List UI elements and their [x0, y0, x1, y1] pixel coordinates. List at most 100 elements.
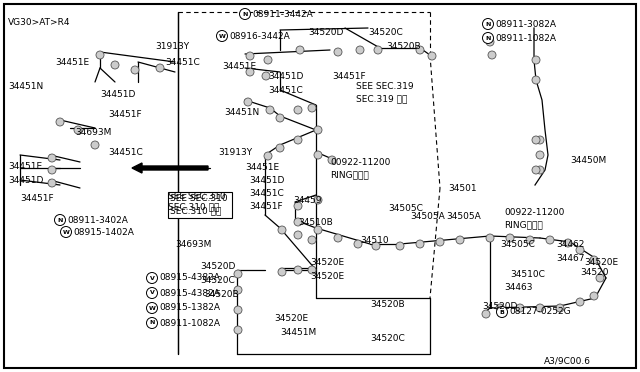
Text: 00922-11200: 00922-11200 — [330, 158, 390, 167]
Bar — [168, 192, 232, 218]
Circle shape — [590, 292, 598, 300]
Text: 34520E: 34520E — [274, 314, 308, 323]
Circle shape — [483, 32, 493, 44]
Text: 34451E: 34451E — [8, 162, 42, 171]
Circle shape — [308, 266, 316, 274]
Text: 34451D: 34451D — [268, 72, 303, 81]
Text: 34451M: 34451M — [280, 328, 316, 337]
Text: SEC.310 参照: SEC.310 参照 — [168, 202, 220, 211]
Text: 34520B: 34520B — [370, 300, 404, 309]
Circle shape — [147, 302, 157, 314]
Text: 34520E: 34520E — [310, 272, 344, 281]
Circle shape — [314, 226, 322, 234]
Text: 08127-0252G: 08127-0252G — [509, 308, 571, 317]
Circle shape — [416, 46, 424, 54]
Circle shape — [96, 51, 104, 59]
Text: 34510: 34510 — [360, 236, 388, 245]
Circle shape — [354, 240, 362, 248]
Text: 34451C: 34451C — [165, 58, 200, 67]
Text: 08916-3442A: 08916-3442A — [229, 32, 290, 41]
Circle shape — [576, 298, 584, 306]
Text: 34451E: 34451E — [55, 58, 89, 67]
Text: SEE SEC.319: SEE SEC.319 — [356, 82, 413, 91]
Circle shape — [314, 126, 322, 134]
Circle shape — [234, 326, 242, 334]
Text: 34520D: 34520D — [482, 302, 517, 311]
Circle shape — [314, 151, 322, 159]
Text: 34467: 34467 — [556, 254, 584, 263]
Text: N: N — [58, 218, 63, 222]
Text: W: W — [219, 33, 225, 38]
Text: SEE SEC.310: SEE SEC.310 — [170, 194, 228, 203]
Circle shape — [264, 56, 272, 64]
Circle shape — [576, 246, 584, 254]
Circle shape — [278, 226, 286, 234]
Circle shape — [276, 144, 284, 152]
Text: B: B — [500, 310, 504, 314]
Circle shape — [496, 304, 504, 312]
Circle shape — [486, 234, 494, 242]
Text: 34520C: 34520C — [368, 28, 403, 37]
Text: 34451C: 34451C — [249, 189, 284, 198]
Circle shape — [147, 273, 157, 283]
Text: 34451D: 34451D — [100, 90, 136, 99]
Text: 34520C: 34520C — [200, 276, 235, 285]
Text: 34451F: 34451F — [249, 202, 283, 211]
Text: 34520E: 34520E — [584, 258, 618, 267]
Text: N: N — [485, 35, 491, 41]
Text: 31913Y: 31913Y — [155, 42, 189, 51]
Text: 34520B: 34520B — [386, 42, 420, 51]
Circle shape — [482, 310, 490, 318]
Text: 34451E: 34451E — [222, 62, 256, 71]
Circle shape — [314, 196, 322, 204]
Circle shape — [56, 118, 64, 126]
Text: 34451F: 34451F — [108, 110, 141, 119]
Circle shape — [262, 72, 270, 80]
Circle shape — [234, 306, 242, 314]
Circle shape — [536, 151, 544, 159]
Circle shape — [436, 238, 444, 246]
Text: 34451C: 34451C — [268, 86, 303, 95]
Circle shape — [48, 179, 56, 187]
FancyArrow shape — [132, 163, 208, 173]
Circle shape — [428, 52, 436, 60]
Text: RINGリング: RINGリング — [330, 170, 369, 179]
Circle shape — [278, 268, 286, 276]
Circle shape — [486, 38, 494, 46]
Text: 34463: 34463 — [504, 283, 532, 292]
Text: 34451D: 34451D — [249, 176, 284, 185]
Circle shape — [536, 304, 544, 312]
Circle shape — [308, 104, 316, 112]
Circle shape — [308, 236, 316, 244]
Circle shape — [244, 98, 252, 106]
Text: N: N — [243, 12, 248, 16]
Circle shape — [147, 317, 157, 328]
Circle shape — [596, 274, 604, 282]
Circle shape — [294, 218, 302, 226]
Text: 34505C: 34505C — [388, 204, 423, 213]
Text: 34450M: 34450M — [570, 156, 606, 165]
Text: VG30>AT>R4: VG30>AT>R4 — [8, 18, 70, 27]
Circle shape — [266, 106, 274, 114]
Circle shape — [456, 236, 464, 244]
Text: 34451F: 34451F — [20, 194, 54, 203]
Circle shape — [239, 9, 250, 19]
Text: 08911-3402A: 08911-3402A — [67, 215, 128, 224]
Circle shape — [497, 307, 508, 317]
Text: 34459: 34459 — [293, 196, 321, 205]
Text: 34510B: 34510B — [298, 218, 333, 227]
Circle shape — [147, 288, 157, 298]
Text: SEC.310 参照: SEC.310 参照 — [170, 206, 221, 215]
Text: 34520: 34520 — [580, 268, 609, 277]
Text: 34451F: 34451F — [332, 72, 365, 81]
Circle shape — [334, 48, 342, 56]
Circle shape — [91, 141, 99, 149]
Text: 34451N: 34451N — [8, 82, 44, 91]
Circle shape — [556, 304, 564, 312]
Circle shape — [246, 52, 254, 60]
Circle shape — [372, 242, 380, 250]
Text: SEE SEC.310: SEE SEC.310 — [168, 192, 226, 201]
Text: 34520E: 34520E — [310, 258, 344, 267]
Circle shape — [131, 66, 139, 74]
Circle shape — [74, 126, 82, 134]
